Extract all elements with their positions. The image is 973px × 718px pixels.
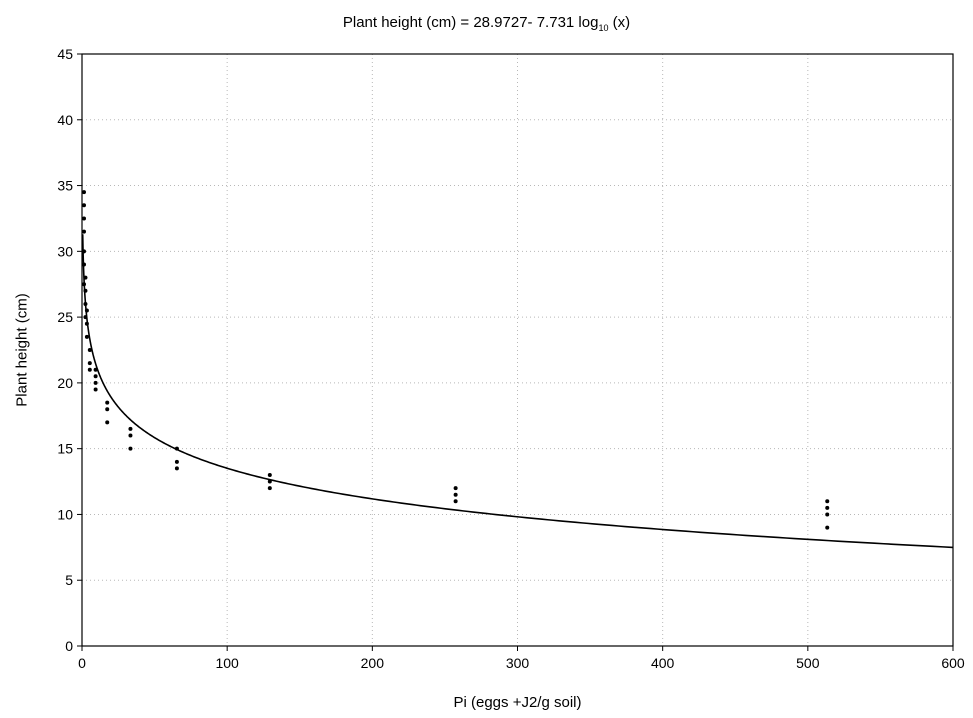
data-point <box>84 334 89 339</box>
grid-layer <box>82 54 953 646</box>
x-tick-label: 600 <box>941 655 965 671</box>
data-point <box>93 374 98 379</box>
y-tick-label: 40 <box>57 112 73 128</box>
data-point <box>825 512 830 517</box>
x-tick-label: 400 <box>651 655 675 671</box>
y-tick-label: 15 <box>57 441 73 457</box>
data-point <box>82 229 86 234</box>
data-point <box>105 420 110 425</box>
x-tick-label: 100 <box>215 655 239 671</box>
y-tick-label: 25 <box>57 309 73 325</box>
data-point <box>82 282 86 287</box>
data-point <box>174 459 179 464</box>
y-tick-label: 10 <box>57 506 73 522</box>
data-point <box>93 367 98 372</box>
data-point <box>267 479 272 484</box>
data-point <box>82 262 86 267</box>
data-point <box>87 361 92 366</box>
x-tick-label: 500 <box>796 655 820 671</box>
data-point <box>267 486 272 491</box>
x-tick-label: 0 <box>78 655 86 671</box>
fit-curve <box>81 234 954 549</box>
y-axis-label: Plant height (cm) <box>13 293 31 407</box>
data-point <box>83 288 88 293</box>
data-point <box>174 466 179 471</box>
data-point <box>267 472 272 477</box>
y-tick-label: 35 <box>57 178 73 194</box>
data-point <box>93 387 98 392</box>
data-point <box>825 499 830 504</box>
data-point <box>82 203 86 208</box>
x-tick-label: 200 <box>361 655 385 671</box>
data-point <box>82 216 86 221</box>
axis-layer: 0 100 200 300 400 500 600 0 5 10 15 20 25 30 35 40 45 <box>57 46 964 671</box>
data-point <box>453 492 458 497</box>
y-tick-label: 45 <box>57 46 73 62</box>
data-point <box>453 486 458 491</box>
data-point <box>82 249 86 254</box>
data-point <box>83 301 88 306</box>
data-point <box>82 190 86 195</box>
fit-layer <box>81 234 954 549</box>
chart-title-prefix: Plant height (cm) = 28.9727- 7.731 log <box>342 14 599 31</box>
chart-title-subscript: 10 <box>598 23 609 33</box>
data-point <box>83 315 88 320</box>
y-tick-label: 30 <box>57 243 73 259</box>
y-tick-label: 5 <box>65 572 73 588</box>
x-tick-label: 300 <box>506 655 530 671</box>
y-tick-label: 0 <box>65 638 73 654</box>
data-point <box>174 446 179 451</box>
data-point <box>87 367 92 372</box>
data-point <box>93 380 98 385</box>
point-layer <box>82 190 830 530</box>
x-axis-label: Pi (eggs +J2/g soil) <box>453 694 582 711</box>
data-point <box>825 525 830 530</box>
data-point <box>105 407 110 412</box>
y-tick-label: 20 <box>57 375 73 391</box>
chart-title-suffix: (x) <box>608 14 631 31</box>
data-point <box>105 400 110 405</box>
data-point <box>128 426 133 431</box>
data-point <box>87 348 92 352</box>
data-point <box>83 275 88 280</box>
data-point <box>84 308 89 313</box>
data-point <box>825 505 830 510</box>
data-point <box>453 499 458 504</box>
data-point <box>128 446 133 451</box>
data-point <box>84 321 89 326</box>
data-point <box>128 433 133 438</box>
chart-title: Plant height (cm) = 28.9727- 7.731 log10… <box>0 14 973 33</box>
